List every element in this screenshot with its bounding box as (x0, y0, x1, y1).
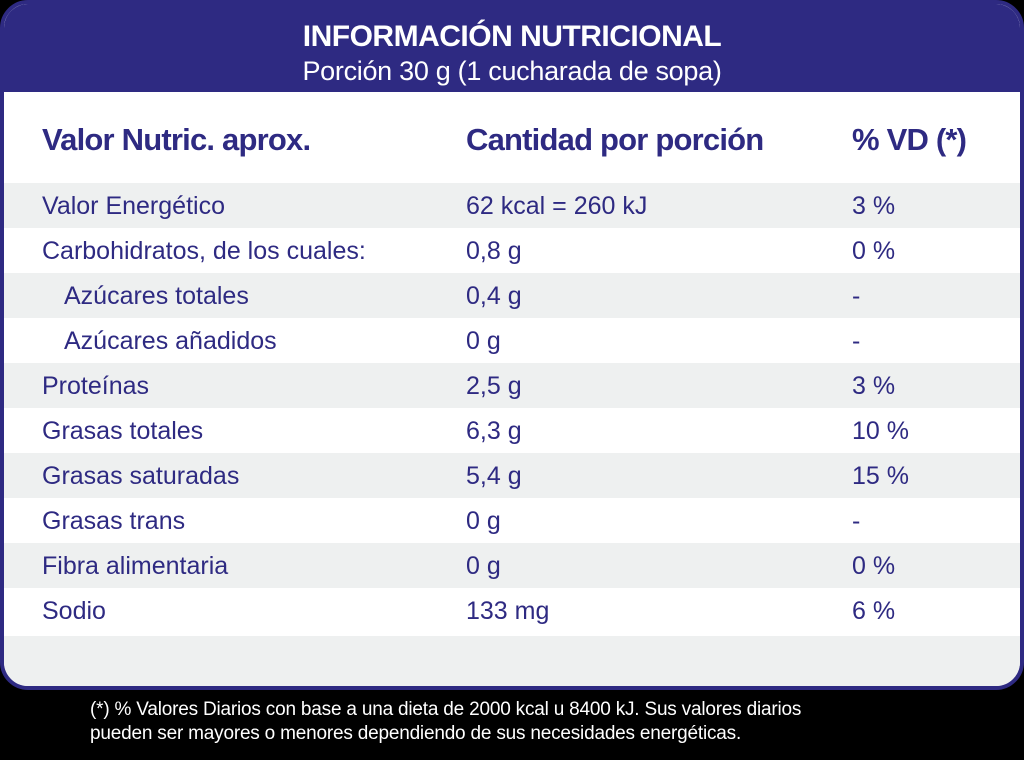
table-row: Grasas trans 0 g - (4, 498, 1020, 543)
nutrient-name: Proteínas (42, 372, 150, 400)
nutrient-amount: 0 g (466, 327, 501, 355)
nutrient-dv: 0 % (852, 552, 896, 580)
nutrient-dv: 6 % (852, 597, 896, 625)
nutrient-amount: 6,3 g (466, 417, 522, 445)
table-row: Grasas saturadas 5,4 g 15 % (4, 453, 1020, 498)
nutrient-dv: 15 % (852, 462, 909, 490)
nutrient-name: Grasas totales (42, 417, 204, 445)
nutrient-name: Grasas trans (42, 507, 186, 535)
nutrient-amount: 0 g (466, 552, 501, 580)
label-header: INFORMACIÓN NUTRICIONAL Porción 30 g (1 … (4, 4, 1020, 92)
serving-size: Porción 30 g (1 cucharada de sopa) (302, 56, 722, 86)
nutrient-amount: 62 kcal = 260 kJ (466, 192, 648, 220)
footnote: (*) % Valores Diarios con base a una die… (90, 698, 801, 746)
nutrient-name: Azúcares totales (64, 282, 249, 310)
nutrient-name: Grasas saturadas (42, 462, 240, 490)
nutrient-dv: 10 % (852, 417, 909, 445)
nutrient-amount: 0 g (466, 507, 501, 535)
column-header-amount: Cantidad por porción (466, 122, 764, 157)
table-row: Carbohidratos, de los cuales: 0,8 g 0 % (4, 228, 1020, 273)
nutrient-name: Carbohidratos, de los cuales: (42, 237, 366, 265)
nutrient-dv: 3 % (852, 372, 896, 400)
nutrient-amount: 5,4 g (466, 462, 522, 490)
table-row: Azúcares añadidos 0 g - (4, 318, 1020, 363)
nutrient-dv: - (852, 327, 861, 355)
table-row: Fibra alimentaria 0 g 0 % (4, 543, 1020, 588)
nutrition-table: Valor Energético 62 kcal = 260 kJ 3 % Carbo… (4, 183, 1020, 633)
nutrient-name: Valor Energético (42, 192, 225, 220)
table-row: Proteínas 2,5 g 3 % (4, 363, 1020, 408)
footnote-line-1: (*) % Valores Diarios con base a una die… (90, 699, 802, 720)
label-title: INFORMACIÓN NUTRICIONAL (302, 20, 722, 53)
table-row: Sodio 133 mg 6 % (4, 588, 1020, 633)
table-row: Valor Energético 62 kcal = 260 kJ 3 % (4, 183, 1020, 228)
nutrient-dv: 0 % (852, 237, 896, 265)
nutrient-amount: 0,8 g (466, 237, 522, 265)
nutrient-amount: 2,5 g (466, 372, 522, 400)
nutrient-dv: - (852, 507, 861, 535)
table-filler (4, 636, 1020, 686)
nutrient-name: Fibra alimentaria (42, 552, 229, 580)
nutrient-dv: - (852, 282, 861, 310)
nutrient-name: Sodio (42, 597, 106, 625)
nutrient-amount: 133 mg (466, 597, 550, 625)
nutrient-dv: 3 % (852, 192, 896, 220)
footnote-line-2: pueden ser mayores o menores dependiendo… (90, 723, 742, 744)
column-header-dv: % VD (*) (852, 122, 967, 157)
table-row: Azúcares totales 0,4 g - (4, 273, 1020, 318)
column-header-nutrient: Valor Nutric. aprox. (42, 122, 311, 157)
nutrient-name: Azúcares añadidos (64, 327, 277, 355)
nutrition-label: INFORMACIÓN NUTRICIONAL Porción 30 g (1 … (0, 0, 1024, 690)
table-row: Grasas totales 6,3 g 10 % (4, 408, 1020, 453)
nutrient-amount: 0,4 g (466, 282, 522, 310)
